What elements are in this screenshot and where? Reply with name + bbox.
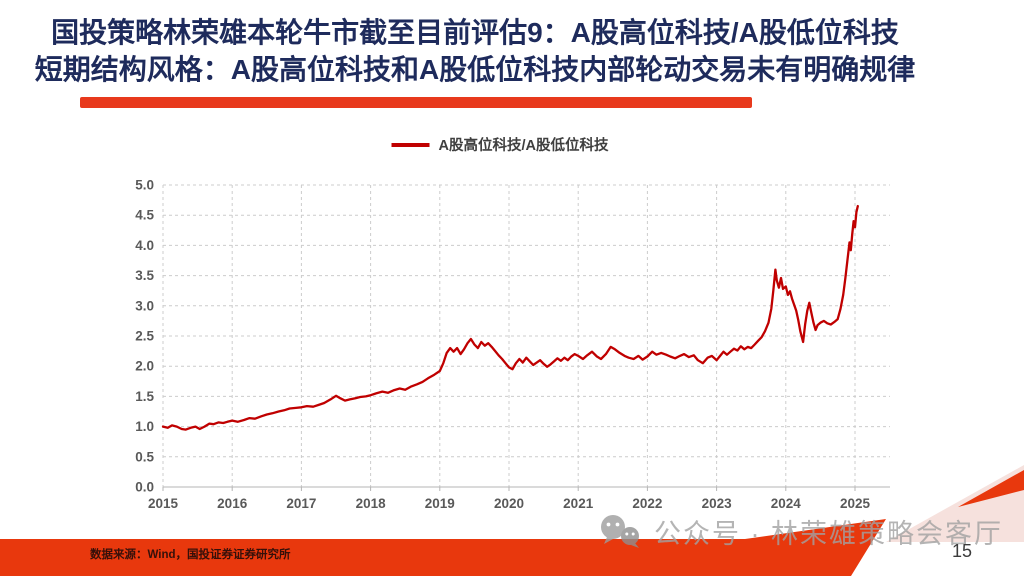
y-axis-tick-label: 2.5 <box>135 329 154 344</box>
y-axis-tick-label: 1.0 <box>135 419 154 434</box>
y-axis-tick-label: 0.0 <box>135 480 154 495</box>
page-title-line-1: 国投策略林荣雄本轮牛市截至目前评估9：A股高位科技/A股低位科技 <box>51 17 899 48</box>
wechat-icon <box>601 514 639 548</box>
watermark-text: 公众号 · 林荣雄策略会客厅 <box>654 519 1003 549</box>
page-title-line-2: 短期结构风格：A股高位科技和A股低位科技内部轮动交易未有明确规律 <box>34 54 916 85</box>
legend-label: A股高位科技/A股低位科技 <box>438 138 609 154</box>
y-axis-tick-label: 4.0 <box>135 238 154 253</box>
x-axis-tick-label: 2021 <box>563 496 594 511</box>
x-axis-tick-label: 2018 <box>356 496 387 511</box>
x-axis-tick-label: 2025 <box>840 496 871 511</box>
y-axis-tick-label: 2.0 <box>135 359 154 374</box>
y-axis-tick-label: 5.0 <box>135 178 154 193</box>
y-axis-tick-label: 3.5 <box>135 268 154 283</box>
x-axis-tick-label: 2024 <box>771 496 802 511</box>
x-axis-tick-label: 2022 <box>632 496 662 511</box>
chart-legend: A股高位科技/A股低位科技 <box>391 134 609 155</box>
x-axis-tick-label: 2019 <box>425 496 455 511</box>
x-axis-tick-label: 2016 <box>217 496 248 511</box>
title-block: 国投策略林荣雄本轮牛市截至目前评估9：A股高位科技/A股低位科技 短期结构风格：… <box>0 14 950 88</box>
y-axis-tick-label: 3.0 <box>135 298 154 313</box>
data-source-note: 数据来源：Wind，国投证券证券研究所 <box>90 549 291 561</box>
y-axis-tick-label: 0.5 <box>135 449 154 464</box>
legend-line-swatch <box>391 142 430 147</box>
x-axis-tick-label: 2023 <box>702 496 733 511</box>
page-number: 15 <box>952 541 973 561</box>
line-chart: 0.0 0.5 1.0 1.5 2.0 2.5 3.0 3.5 4.0 4.5 5.0 2015 201… <box>135 178 890 511</box>
series-line <box>161 204 859 431</box>
watermark: 公众号 · 林荣雄策略会客厅 <box>598 512 1003 551</box>
y-axis-tick-label: 4.5 <box>135 208 154 223</box>
x-axis-tick-label: 2020 <box>494 496 524 511</box>
x-axis-tick-label: 2015 <box>148 496 179 511</box>
y-axis-tick-label: 1.5 <box>135 389 154 404</box>
title-underline-bar <box>80 97 752 108</box>
x-axis-tick-label: 2017 <box>286 496 316 511</box>
